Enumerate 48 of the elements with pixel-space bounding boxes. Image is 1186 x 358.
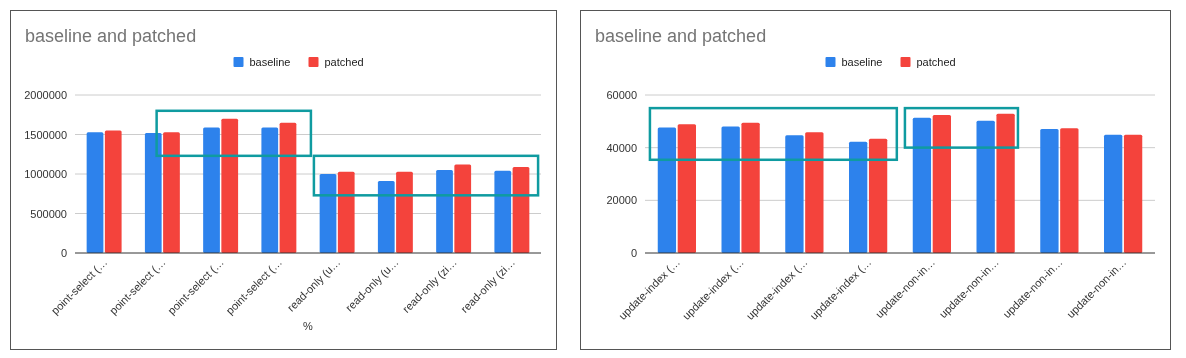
bar <box>1123 134 1143 253</box>
bar <box>1104 134 1123 253</box>
bar <box>785 135 804 253</box>
legend-label: baseline <box>841 56 883 68</box>
bar <box>996 113 1015 253</box>
bar <box>868 138 888 253</box>
y-tick-label: 20000 <box>606 194 637 207</box>
y-tick-label: 0 <box>60 247 67 259</box>
y-tick-label: 40000 <box>606 141 637 154</box>
chart-title: baseline and patched <box>595 26 767 46</box>
bar <box>849 141 868 253</box>
x-axis-title: % <box>303 320 314 332</box>
bar <box>677 124 696 253</box>
y-tick-label: 500000 <box>30 207 67 220</box>
bar <box>805 132 824 253</box>
bar <box>104 130 122 253</box>
legend-label: baseline <box>249 56 291 68</box>
bar <box>657 127 677 253</box>
chart-title: baseline and patched <box>25 26 197 46</box>
y-tick-label: 0 <box>630 247 637 259</box>
y-tick-label: 2000000 <box>24 89 67 101</box>
bar <box>976 120 995 253</box>
y-tick-label: 1500000 <box>24 128 67 141</box>
bar <box>221 118 239 253</box>
bar <box>396 171 413 253</box>
bar <box>912 117 932 253</box>
bar <box>512 166 530 253</box>
bar <box>721 126 740 253</box>
y-tick-label: 1000000 <box>24 168 67 180</box>
bar <box>494 170 512 253</box>
legend-label: patched <box>916 56 956 68</box>
legend-label: patched <box>324 56 364 68</box>
bar <box>377 181 395 253</box>
bar <box>1060 128 1079 253</box>
bar <box>1040 128 1059 253</box>
y-tick-label: 60000 <box>606 89 637 101</box>
bar <box>86 132 104 253</box>
bar <box>203 127 220 253</box>
bar <box>319 174 337 253</box>
bar <box>144 132 162 253</box>
bar <box>261 127 279 253</box>
bar <box>163 132 180 253</box>
bar <box>436 170 453 253</box>
bar <box>454 164 472 253</box>
bar <box>279 122 297 253</box>
bar <box>741 122 760 253</box>
bar <box>337 171 355 253</box>
bar <box>932 115 951 253</box>
